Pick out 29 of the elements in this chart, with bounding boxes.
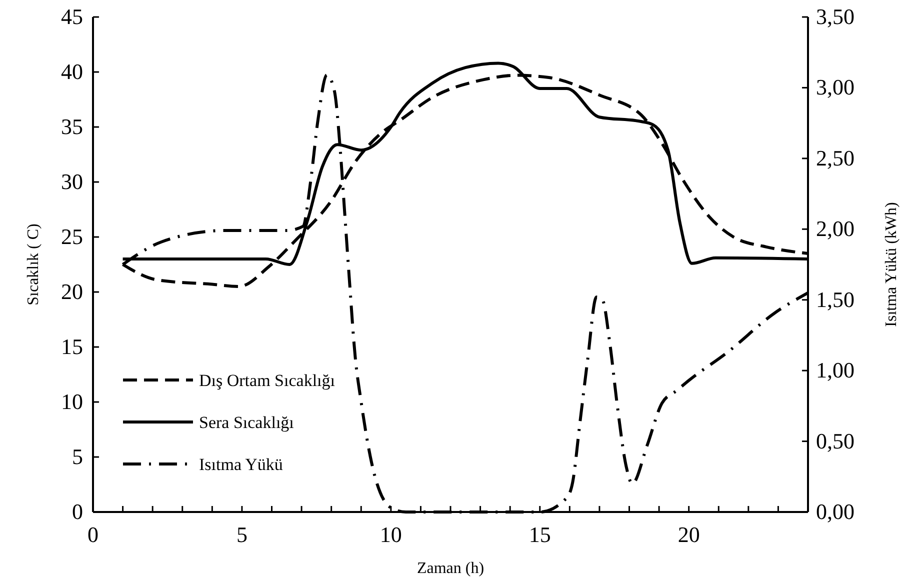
y2-axis-title: Isıtma Yükü (kWh) bbox=[883, 202, 900, 327]
x-tick-label: 0 bbox=[88, 522, 98, 547]
y-tick-label: 45 bbox=[61, 4, 83, 29]
y2-tick-label: 1,50 bbox=[816, 286, 854, 312]
y-tick-label: 25 bbox=[61, 224, 83, 249]
y-tick-label: 10 bbox=[61, 389, 83, 414]
x-tick-label: 5 bbox=[236, 522, 248, 547]
legend-label: Dış Ortam Sıcaklığı bbox=[199, 371, 336, 390]
y-tick-label: 30 bbox=[61, 169, 83, 194]
y-tick-label: 0 bbox=[72, 499, 83, 524]
legend-label: Isıtma Yükü bbox=[199, 455, 284, 474]
y-axis-title: Sıcaklık ( C) bbox=[25, 224, 42, 306]
legend-label: Sera Sıcaklığı bbox=[199, 413, 294, 432]
y2-tick-label: 0,50 bbox=[816, 428, 854, 454]
y2-tick-label: 0,00 bbox=[816, 499, 854, 524]
x-tick-label: 15 bbox=[528, 522, 551, 547]
y-tick-label: 20 bbox=[61, 279, 83, 304]
y-tick-label: 35 bbox=[61, 114, 83, 139]
x-axis-title: Zaman (h) bbox=[416, 560, 484, 577]
x-tick-label: 10 bbox=[380, 522, 402, 547]
x-tick-label: 20 bbox=[678, 522, 700, 547]
y2-tick-label: 2,00 bbox=[816, 216, 854, 242]
y-tick-label: 15 bbox=[61, 334, 83, 359]
y2-tick-label: 3,00 bbox=[816, 74, 854, 100]
y-tick-label: 5 bbox=[72, 444, 83, 469]
y-tick-label: 40 bbox=[61, 59, 83, 84]
y2-tick-label: 3,50 bbox=[816, 4, 854, 29]
y2-tick-label: 1,00 bbox=[816, 358, 854, 383]
y2-tick-label: 2,50 bbox=[816, 145, 854, 170]
